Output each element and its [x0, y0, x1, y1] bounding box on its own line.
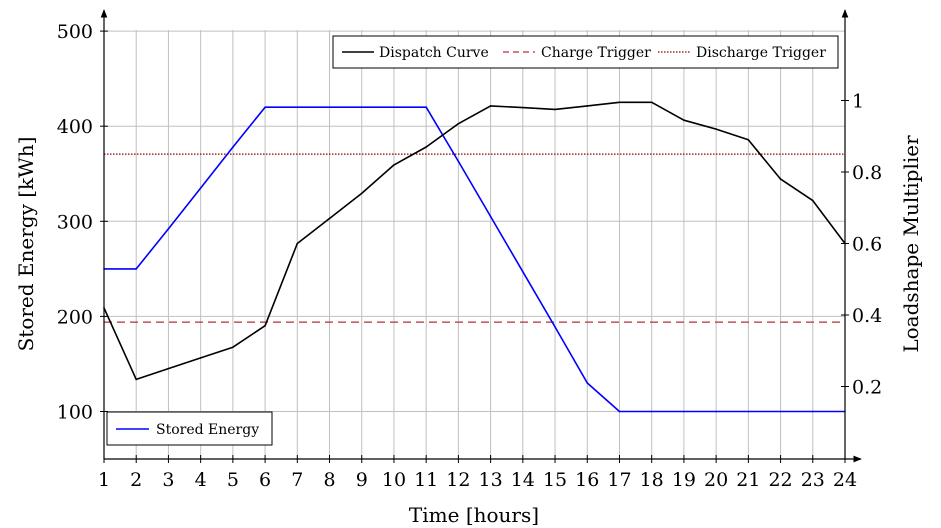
data-point-stored-energy-22	[779, 410, 782, 413]
legend-label-dispatch-curve: Dispatch Curve	[379, 45, 489, 61]
data-point-stored-energy-14	[522, 270, 524, 273]
data-point-stored-energy-17	[618, 410, 621, 413]
x-tick-label-21: 21	[736, 469, 760, 491]
data-point-dispatch-curve-9	[360, 192, 363, 195]
legend-label-stored-energy: Stored Energy	[156, 422, 259, 438]
data-point-dispatch-curve-23	[812, 199, 814, 202]
data-point-stored-energy-18	[650, 410, 653, 413]
x-tick-label-12: 12	[446, 469, 470, 491]
threshold-lines	[104, 153, 845, 323]
data-point-stored-energy-7	[296, 106, 299, 108]
y-right-tick-label-0.2: 0.2	[852, 377, 882, 399]
data-point-dispatch-curve-6	[264, 324, 266, 327]
x-tick-label-18: 18	[640, 469, 664, 491]
y-left-axis-title: Stored Energy [kWh]	[14, 137, 38, 352]
x-tick-label-2: 2	[130, 469, 142, 491]
y-right-tick-label-0.8: 0.8	[852, 162, 882, 184]
data-point-stored-energy-11	[425, 106, 428, 108]
data-point-stored-energy-12	[457, 160, 460, 163]
data-point-dispatch-curve-17	[618, 101, 621, 104]
data-point-dispatch-curve-18	[650, 101, 653, 104]
y-left-tick-label-300: 300	[57, 211, 93, 233]
data-point-stored-energy-5	[232, 146, 234, 148]
x-tick-label-4: 4	[195, 469, 207, 491]
legend-bottom: Stored Energy	[106, 411, 273, 446]
x-tick-label-15: 15	[543, 469, 567, 491]
data-point-stored-energy-20	[715, 410, 717, 413]
x-tick-label-16: 16	[575, 469, 599, 491]
data-point-stored-energy-15	[554, 326, 556, 328]
x-tick-label-10: 10	[382, 469, 406, 491]
x-tick-label-20: 20	[704, 469, 728, 491]
legend-label-charge-trigger: Charge Trigger	[541, 45, 651, 61]
tick-labels: 1 2 3 4 5 6 7 8 9 10 11 12 13 14 15 16 17 18 19 20 21 22 23 241…	[57, 21, 882, 491]
data-point-stored-energy-16	[586, 382, 589, 384]
x-tick-label-24: 24	[833, 469, 857, 491]
x-tick-label-13: 13	[479, 469, 503, 491]
legend-top-box	[332, 35, 839, 69]
series-line-dispatch-curve	[103, 101, 846, 381]
x-tick-label-19: 19	[672, 469, 696, 491]
y-right-tick-label-1: 1	[852, 91, 864, 113]
y-left-tick-label-200: 200	[57, 306, 93, 328]
y-right-axis-title: Loadshape Multiplier	[899, 135, 923, 353]
series-line-stored-energy	[104, 106, 845, 413]
data-point-dispatch-curve-11	[425, 146, 428, 148]
x-tick-label-8: 8	[323, 469, 335, 491]
data-point-dispatch-curve-16	[586, 105, 589, 107]
y-right-tick-label-0.4: 0.4	[852, 305, 882, 327]
data-point-stored-energy-2	[135, 268, 137, 270]
data-point-stored-energy-8	[328, 106, 331, 108]
data-point-dispatch-curve-20	[715, 128, 717, 130]
data-point-stored-energy-23	[812, 410, 814, 413]
data-point-dispatch-curve-12	[457, 122, 460, 125]
data-point-stored-energy-3	[167, 228, 170, 230]
axes	[100, 9, 862, 463]
x-tick-label-7: 7	[291, 469, 303, 491]
x-tick-label-11: 11	[414, 469, 438, 491]
x-tick-label-9: 9	[356, 469, 368, 491]
x-tick-label-6: 6	[259, 469, 271, 491]
legend-label-discharge-trigger: Discharge Trigger	[696, 45, 826, 61]
data-point-dispatch-curve-7	[296, 242, 299, 245]
data-point-dispatch-curve-5	[232, 346, 234, 349]
legend-top: Dispatch Curve Charge Trigger Discharge …	[332, 35, 839, 69]
data-point-dispatch-curve-4	[199, 357, 202, 359]
y-left-tick-label-500: 500	[57, 21, 93, 43]
data-point-dispatch-curve-2	[135, 378, 137, 381]
x-tick-label-1: 1	[98, 469, 110, 491]
data-point-stored-energy-4	[199, 187, 202, 189]
x-tick-label-17: 17	[607, 469, 631, 491]
data-point-dispatch-curve-22	[779, 178, 782, 180]
data-point-stored-energy-13	[489, 215, 492, 218]
data-point-stored-energy-21	[747, 410, 750, 413]
data-point-dispatch-curve-3	[167, 367, 170, 370]
grid	[104, 30, 845, 459]
data-point-stored-energy-6	[264, 106, 266, 108]
data-point-dispatch-curve-10	[393, 164, 395, 166]
x-tick-label-5: 5	[227, 469, 239, 491]
y-right-tick-label-0.6: 0.6	[852, 234, 882, 256]
x-tick-label-14: 14	[511, 469, 535, 491]
data-point-dispatch-curve-8	[328, 217, 331, 220]
data-point-dispatch-curve-19	[683, 119, 685, 121]
data-point-dispatch-curve-13	[489, 105, 492, 107]
x-tick-label-23: 23	[801, 469, 825, 491]
y-left-tick-label-100: 100	[57, 402, 93, 424]
x-tick-label-3: 3	[162, 469, 174, 491]
data-point-stored-energy-19	[683, 410, 685, 413]
data-point-dispatch-curve-14	[522, 106, 524, 109]
data-point-dispatch-curve-15	[554, 108, 556, 111]
data-point-stored-energy-10	[393, 106, 395, 108]
x-tick-label-22: 22	[768, 469, 792, 491]
y-left-tick-label-400: 400	[57, 116, 93, 138]
data-point-dispatch-curve-21	[747, 139, 750, 141]
x-axis-title: Time [hours]	[409, 503, 539, 527]
series-lines	[103, 101, 846, 413]
data-point-stored-energy-9	[360, 106, 363, 108]
